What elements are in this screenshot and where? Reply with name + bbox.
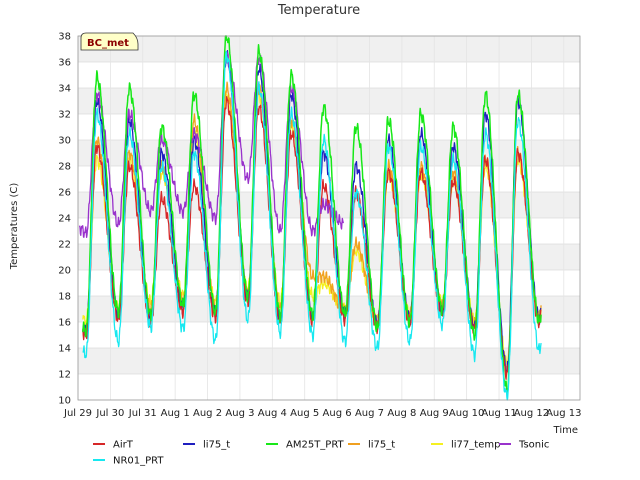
- x-tick-label: Jul 31: [128, 408, 157, 419]
- legend-label: AirT: [113, 440, 134, 451]
- x-tick-label: Aug 12: [514, 408, 549, 419]
- series-line-tsonic: [78, 51, 345, 239]
- plot-band: [78, 62, 580, 88]
- plot-frame: [77, 35, 581, 401]
- y-tick-label: 16: [58, 318, 71, 329]
- legend-label: li75_t: [368, 440, 395, 451]
- y-tick-label: 10: [58, 396, 71, 407]
- y-tick-label: 14: [58, 344, 71, 355]
- x-tick-label: Aug 10: [449, 408, 484, 419]
- y-tick-label: 32: [58, 110, 71, 121]
- y-tick-label: 34: [58, 84, 71, 95]
- y-tick-label: 30: [58, 136, 71, 147]
- legend-label: NR01_PRT: [113, 456, 164, 467]
- y-axis-label: Temperatures (C): [9, 183, 20, 271]
- x-tick-label: Aug 3: [225, 408, 254, 419]
- y-tick-label: 24: [58, 214, 71, 225]
- series-line-airt: [82, 95, 542, 380]
- chart-title: Temperature: [277, 3, 360, 18]
- y-tick-label: 22: [58, 240, 71, 251]
- x-tick-label: Aug 7: [355, 408, 384, 419]
- y-tick-label: 38: [58, 32, 71, 43]
- series-layer: [78, 35, 542, 401]
- legend-label: li75_t: [203, 440, 230, 451]
- x-axis-ticks: Jul 29 Jul 30 Jul 31 Aug 1 Aug 2 Aug 3 Aug 4 Au…: [63, 408, 582, 419]
- series-line-am25t-prt: [82, 35, 542, 393]
- y-tick-label: 28: [58, 162, 71, 173]
- plot-band: [78, 88, 580, 114]
- y-tick-label: 18: [58, 292, 71, 303]
- legend-label: AM25T_PRT: [286, 440, 345, 451]
- plot-band: [78, 36, 580, 62]
- x-tick-label: Aug 13: [546, 408, 581, 419]
- x-tick-label: Aug 9: [420, 408, 449, 419]
- x-axis-label: Time: [553, 425, 578, 436]
- y-tick-label: 26: [58, 188, 71, 199]
- x-tick-label: Aug 6: [323, 408, 352, 419]
- plot-band: [78, 244, 580, 270]
- series-line-nr01-prt: [82, 50, 542, 401]
- x-tick-label: Aug 2: [193, 408, 222, 419]
- plot-band: [78, 296, 580, 322]
- x-tick-label: Jul 29: [63, 408, 92, 419]
- x-tick-label: Aug 11: [481, 408, 516, 419]
- y-tick-label: 12: [58, 370, 71, 381]
- x-tick-label: Aug 8: [387, 408, 416, 419]
- plot-band: [78, 374, 580, 400]
- plot-band: [78, 218, 580, 244]
- legend-label: li77_temp: [451, 440, 500, 451]
- y-axis-ticks: 10 12 14 16 18 20 22 24 26 28 30 32 34 36 38: [58, 32, 71, 407]
- x-tick-label: Aug 5: [290, 408, 319, 419]
- site-badge-label: BC_met: [87, 38, 129, 49]
- legend-label: Tsonic: [518, 440, 549, 451]
- x-tick-label: Jul 30: [95, 408, 124, 419]
- plot-band: [78, 348, 580, 374]
- y-tick-label: 36: [58, 58, 71, 69]
- x-tick-label: Aug 4: [258, 408, 287, 419]
- plot-band: [78, 322, 580, 348]
- x-tick-label: Aug 1: [161, 408, 190, 419]
- legend: AirT li75_t AM25T_PRT li75_t li77_temp Tsonic…: [93, 440, 549, 467]
- site-badge: BC_met: [80, 32, 139, 51]
- y-tick-label: 20: [58, 266, 71, 277]
